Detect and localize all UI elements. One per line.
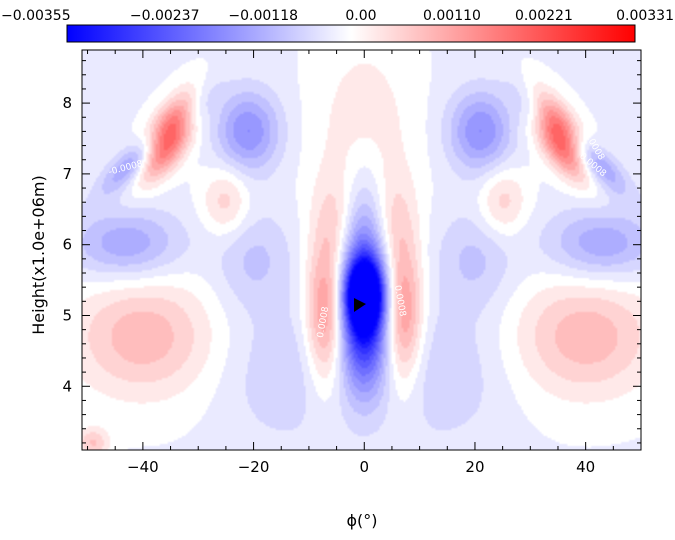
colorbar: −0.00355 −0.00237 −0.00118 0.00 0.00110 0.002… xyxy=(1,8,674,43)
plot-frame xyxy=(81,49,642,451)
y-tick-label: 4 xyxy=(62,377,72,395)
colorbar-tick-label: −0.00237 xyxy=(130,8,200,24)
x-tick-label: 20 xyxy=(465,458,484,476)
colorbar-tick-label: −0.00118 xyxy=(228,8,298,24)
x-tick-label: 0 xyxy=(359,458,369,476)
x-axis: −40 −20 0 20 40 xyxy=(87,50,642,476)
colorbar-tick-label: 0.00110 xyxy=(423,8,481,24)
colorbar-gradient xyxy=(66,24,636,43)
y-tick-label: 7 xyxy=(62,165,72,183)
x-tick-label: −40 xyxy=(127,458,159,476)
heatmap-image xyxy=(82,50,641,450)
x-tick-label: −20 xyxy=(238,458,270,476)
y-axis-title: Height(x1.0e+06m) xyxy=(29,175,48,334)
y-tick-label: 6 xyxy=(62,236,72,254)
colorbar-tick-label: −0.00355 xyxy=(1,8,71,24)
x-tick-label: 40 xyxy=(576,458,595,476)
y-axis: 4 5 6 7 8 xyxy=(62,60,641,444)
y-tick-label: 8 xyxy=(62,94,72,112)
x-axis-title: ϕ(°) xyxy=(346,511,377,530)
colorbar-tick-label: 0.00221 xyxy=(515,8,573,24)
colorbar-tick-label: 0.00331 xyxy=(616,8,674,24)
contour-minimum-marker xyxy=(354,298,366,312)
colorbar-tick-label: 0.00 xyxy=(345,8,376,24)
colorbar-tick-labels: −0.00355 −0.00237 −0.00118 0.00 0.00110 0.002… xyxy=(1,8,674,24)
y-tick-label: 5 xyxy=(62,306,72,324)
